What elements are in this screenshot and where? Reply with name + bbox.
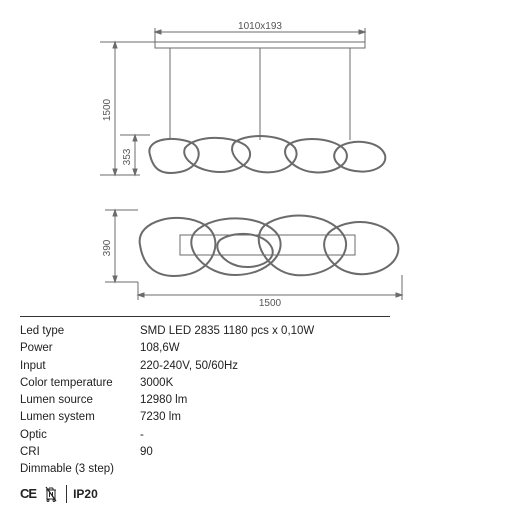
spec-row: Color temperature3000K <box>20 375 490 392</box>
dim-ring-h: 353 <box>122 148 133 165</box>
spec-row: Lumen source12980 lm <box>20 392 490 409</box>
spec-row: Dimmable (3 step) <box>20 461 490 478</box>
spec-row: Power108,6W <box>20 340 490 357</box>
dim-plan-w: 1500 <box>259 298 282 309</box>
ce-mark: CE <box>20 484 36 504</box>
certifications: CE IP20 <box>20 484 490 504</box>
spec-table: Led typeSMD LED 2835 1180 pcs x 0,10W Po… <box>20 316 490 504</box>
divider <box>20 316 390 317</box>
spec-row: Input220-240V, 50/60Hz <box>20 358 490 375</box>
spec-row: CRI90 <box>20 444 490 461</box>
dim-height: 1500 <box>102 98 113 121</box>
technical-drawing: 1010x193 1500 353 390 <box>20 20 490 310</box>
weee-icon <box>44 486 58 502</box>
dim-top: 1010x193 <box>238 21 282 32</box>
dim-plan-h: 390 <box>102 239 113 256</box>
ip-rating: IP20 <box>66 485 98 503</box>
spec-row: Optic- <box>20 427 490 444</box>
spec-row: Lumen system7230 lm <box>20 409 490 426</box>
spec-row: Led typeSMD LED 2835 1180 pcs x 0,10W <box>20 323 490 340</box>
